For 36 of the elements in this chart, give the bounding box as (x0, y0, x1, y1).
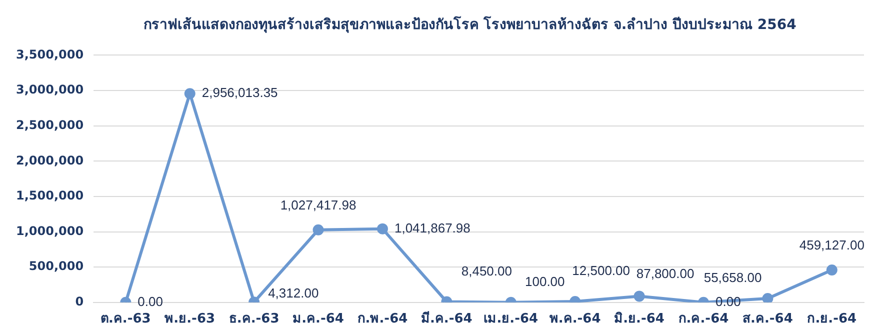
y-tick-label: 500,000 (28, 259, 84, 274)
data-label: 4,312.00 (268, 286, 319, 301)
data-label: 459,127.00 (799, 238, 864, 253)
y-tick-label: 1,000,000 (16, 224, 84, 238)
x-tick-label: มิ.ย.-64 (614, 312, 664, 327)
y-tick-label: 2,000,000 (16, 153, 84, 168)
point (312, 224, 324, 236)
data-label: 55,658.00 (704, 270, 762, 286)
y-tick-label: 0 (75, 294, 84, 309)
x-tick-label: พ.ค.-64 (549, 312, 601, 327)
data-label: 100.00 (525, 274, 565, 289)
x-tick-label: เม.ย.-64 (484, 312, 538, 327)
data-label: 0.00 (138, 294, 163, 309)
y-tick-label: 3,000,000 (16, 82, 84, 97)
x-tick-label: ม.ค.-64 (292, 312, 344, 327)
x-tick-label: ก.ย.-64 (807, 312, 857, 327)
chart-title: กราฟเส้นแสดงกองทุนสร้างเสริมสุขภาพและป้องกันโรค โรงพยาบาลห้างฉัตร จ.ลำปาง ปีงบประมาณ 2564 (142, 15, 798, 35)
x-tick-label: ต.ค.-63 (100, 312, 151, 327)
data-label: 2,956,013.35 (202, 85, 278, 100)
x-tick-label: มี.ค.-64 (420, 310, 472, 327)
point (376, 223, 388, 234)
x-tick-label: ธ.ค.-63 (228, 312, 280, 327)
data-label: 12,500.00 (572, 263, 630, 278)
y-tick-label: 3,500,000 (16, 47, 84, 62)
y-tick-label: 1,500,000 (16, 188, 84, 203)
point (762, 292, 774, 302)
point (184, 88, 196, 100)
data-label: 1,027,417.98 (280, 197, 356, 212)
data-label: 87,800.00 (636, 266, 694, 281)
data-label: 8,450.00 (461, 263, 512, 278)
x-tick-label: พ.ย.-63 (164, 312, 216, 327)
x-tick-label: ก.ค.-64 (678, 312, 729, 327)
x-tick-label: ส.ค.-64 (742, 312, 793, 327)
y-tick-label: 2,500,000 (16, 118, 84, 132)
x-tick-label: ก.พ.-64 (357, 312, 408, 327)
data-label: 1,041,867.98 (394, 220, 470, 236)
